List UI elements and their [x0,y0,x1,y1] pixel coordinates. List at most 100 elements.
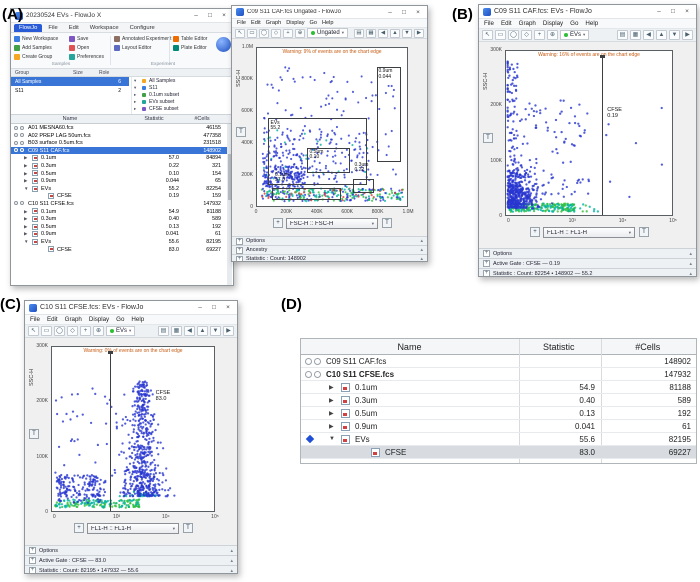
cursor-tool-icon[interactable]: ↖ [28,326,39,336]
group-row[interactable]: All Samples 6 [11,77,129,86]
footer-active-gate[interactable]: + Active Gate : CFSE — 0.19 ▴ [479,258,696,268]
sample-row[interactable]: A02 PREP LAG 50um.fcs 477358 [11,132,233,140]
minimize-button[interactable]: – [198,304,202,311]
gate-rect-0.3um[interactable] [353,179,374,194]
gate-row[interactable]: ▼ EVs 55.6 82195 [11,238,233,246]
gate-line-handle[interactable] [600,55,606,59]
ribbon-tab-configure[interactable]: Configure [129,25,155,31]
polygon-gate-tool-icon[interactable]: ◇ [521,30,532,40]
grid-view-icon[interactable]: ▦ [630,30,641,40]
axis-plus-button[interactable]: + [74,523,84,533]
close-button[interactable]: × [416,8,420,16]
table-view-icon[interactable]: ▤ [617,30,628,40]
down-icon[interactable]: ▼ [210,326,221,336]
gate-row[interactable]: ▼ EVs 55.6 82195 [301,433,696,446]
footer-options[interactable]: + Options ▴ [232,236,427,245]
x-axis-selector[interactable]: FL1-H :: FL1-H ▾ [87,523,179,534]
population-selector[interactable]: Ungated ▾ [307,28,348,38]
axis-plus-button[interactable]: + [273,218,283,228]
group-tree-item[interactable]: ▾ All Samples [134,77,232,84]
footer-options[interactable]: + Options ▴ [25,545,237,555]
zoom-tool-icon[interactable]: ⊕ [547,30,558,40]
y-transform-button[interactable]: T [236,127,246,137]
x-transform-button[interactable]: T [639,227,649,237]
ribbon-tab-workspace[interactable]: Workspace [89,25,119,31]
gate-row[interactable]: CFSE 83.0 69227 [11,246,233,254]
group-tree-item[interactable]: ▸ CFSE subset [134,105,232,112]
grid-view-icon[interactable]: ▦ [171,326,182,336]
sample-row[interactable]: B03 surface 0.5um.fcs 231518 [11,139,233,147]
menu-item-edit[interactable]: Edit [46,316,58,323]
menu-item-file[interactable]: File [484,20,494,27]
group-tree-item[interactable]: ▸ 0.1um subset [134,91,232,98]
population-selector[interactable]: EVs ▾ [560,30,590,40]
ribbon-button-new-workspace[interactable]: New Workspace [14,35,58,43]
cursor-tool-icon[interactable]: ↖ [235,28,245,38]
ribbon-button-save[interactable]: Save [69,35,104,43]
ellipse-gate-tool-icon[interactable]: ◯ [508,30,519,40]
footer-active-gate[interactable]: + Ancestry ▴ [232,245,427,254]
polygon-gate-tool-icon[interactable]: ◇ [271,28,281,38]
gate-row[interactable]: ▶ 0.1um 54.9 81188 [301,381,696,394]
polygon-gate-tool-icon[interactable]: ◇ [67,326,78,336]
gate-row[interactable]: ▶ 0.3um 0.22 321 [11,162,233,170]
menu-item-edit[interactable]: Edit [251,20,261,26]
menu-item-help[interactable]: Help [322,20,334,26]
ellipse-gate-tool-icon[interactable]: ◯ [54,326,65,336]
gate-row[interactable]: ▶ 0.1um 54.9 81188 [11,208,233,216]
quad-gate-tool-icon[interactable]: + [534,30,545,40]
grid-view-icon[interactable]: ▦ [366,28,376,38]
table-view-icon[interactable]: ▤ [158,326,169,336]
back-icon[interactable]: ◀ [378,28,388,38]
ellipse-gate-tool-icon[interactable]: ◯ [259,28,269,38]
gate-row[interactable]: ▶ 0.9um 0.041 61 [301,420,696,433]
ribbon-tab-edit[interactable]: Edit [68,25,79,31]
gate-row[interactable]: ▼ EVs 55.2 82254 [11,185,233,193]
gate-rect-EVs[interactable] [267,117,367,186]
minimize-button[interactable]: – [388,8,392,16]
flowjo-logo-badge[interactable] [216,37,231,52]
ribbon-button-table-editor[interactable]: Table Editor [173,35,207,43]
gate-row[interactable]: ▶ 0.5um 0.13 192 [301,407,696,420]
gate-row[interactable]: ▶ 0.9um 0.044 65 [11,177,233,185]
forward-icon[interactable]: ▶ [682,30,693,40]
gate-rect-0.5um[interactable] [306,147,350,173]
sample-row[interactable]: C09 S11 CAF.fcs 148902 [11,146,233,155]
table-view-icon[interactable]: ▤ [354,28,364,38]
down-icon[interactable]: ▼ [669,30,680,40]
footer-statistics[interactable]: + Statistic : Count: 82254 • 148902 — 55.… [479,268,696,276]
menu-item-display[interactable]: Display [286,20,305,26]
sample-row[interactable]: C10 S11 CFSE.fcs 147932 [301,368,696,381]
menu-item-graph[interactable]: Graph [518,20,536,27]
menu-item-graph[interactable]: Graph [265,20,282,26]
axis-plus-button[interactable]: + [530,227,540,237]
gate-line-CFSE[interactable] [110,353,112,511]
up-icon[interactable]: ▲ [656,30,667,40]
gate-row[interactable]: ▶ 0.1um 57.0 84894 [11,154,233,162]
menu-item-help[interactable]: Help [131,316,145,323]
menu-item-display[interactable]: Display [542,20,564,27]
x-transform-button[interactable]: T [183,523,193,533]
group-tree-item[interactable]: ▸ EVs subset [134,98,232,105]
close-button[interactable]: × [226,304,230,311]
sample-row[interactable]: C09 S11 CAF.fcs 148902 [301,355,696,368]
y-transform-button[interactable]: T [483,133,493,143]
population-selector[interactable]: EVs ▾ [106,326,136,336]
maximize-button[interactable]: □ [402,8,406,16]
ribbon-button-annotated-experiment[interactable]: Annotated Experiment [114,35,171,43]
ribbon-tab-file[interactable]: File [48,25,58,31]
up-icon[interactable]: ▲ [390,28,400,38]
gate-row[interactable]: ▶ 0.9um 0.041 61 [11,230,233,238]
gate-row[interactable]: ▶ 0.5um 0.13 192 [11,223,233,231]
cursor-tool-icon[interactable]: ↖ [482,30,493,40]
ribbon-button-add-samples[interactable]: Add Samples [14,44,58,52]
menu-item-display[interactable]: Display [88,316,110,323]
footer-active-gate[interactable]: + Active Gate : CFSE — 83.0 ▴ [25,555,237,565]
minimize-button[interactable]: – [194,12,198,19]
minimize-button[interactable]: – [657,8,661,15]
menu-item-go[interactable]: Go [309,20,318,26]
quad-gate-tool-icon[interactable]: + [283,28,293,38]
forward-icon[interactable]: ▶ [223,326,234,336]
up-icon[interactable]: ▲ [197,326,208,336]
gate-rect-0.1um[interactable] [272,187,341,200]
